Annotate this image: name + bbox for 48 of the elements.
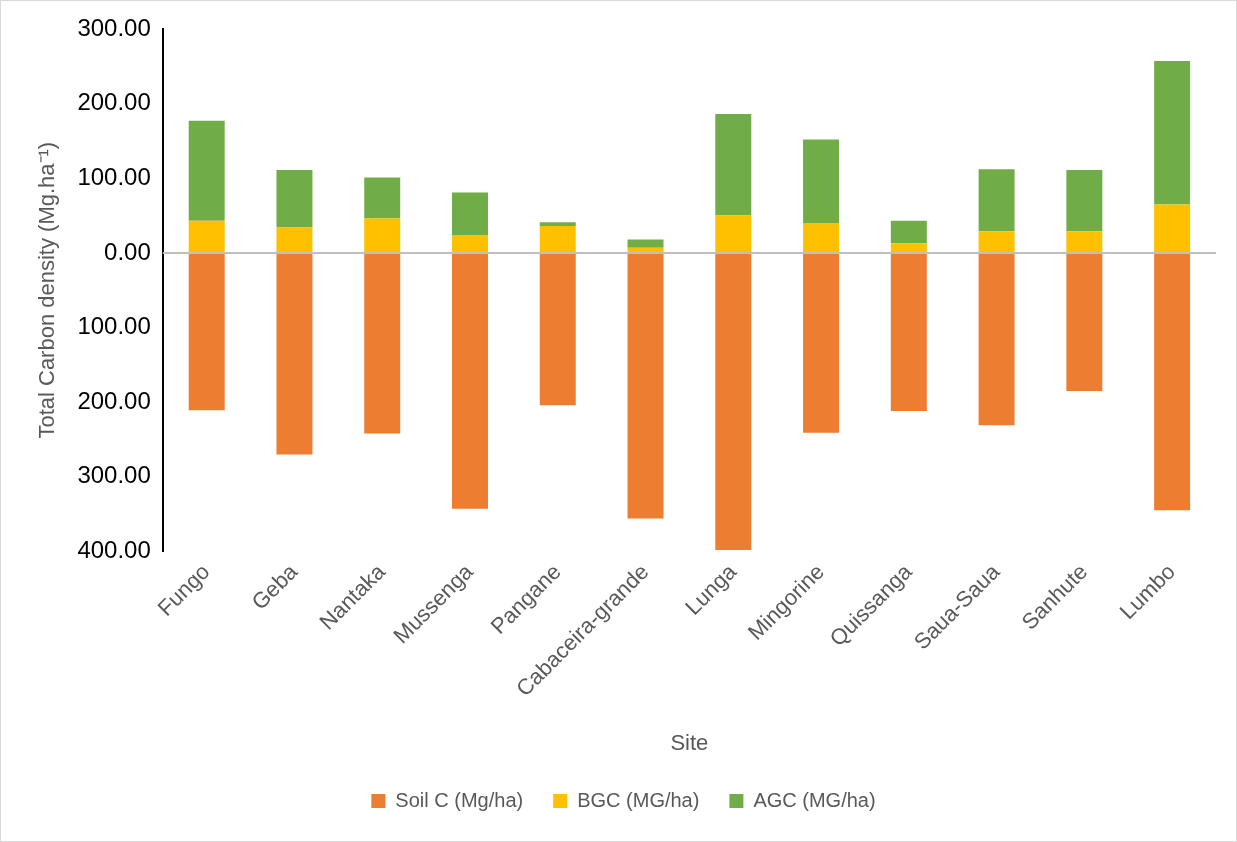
y-tick-label: 200.00 — [77, 88, 151, 116]
y-tick-label: 400.00 — [77, 536, 151, 564]
bar — [978, 169, 1015, 232]
legend-label: Soil C (Mg/ha) — [395, 788, 524, 811]
bar — [452, 192, 488, 235]
bar — [539, 226, 576, 253]
bar — [1154, 204, 1191, 253]
bar — [1154, 252, 1191, 511]
bar — [978, 252, 1015, 426]
bar — [803, 139, 840, 224]
y-tick-label: 200.00 — [77, 386, 151, 414]
legend-label: AGC (MG/ha) — [753, 788, 876, 811]
bar — [803, 223, 840, 253]
bar — [188, 252, 225, 411]
bar — [890, 243, 927, 253]
bar — [1066, 170, 1103, 232]
bar — [452, 234, 488, 253]
bar — [539, 222, 576, 227]
bar — [890, 252, 927, 412]
bar — [364, 177, 401, 219]
y-tick-label: 300.00 — [77, 461, 151, 489]
bar — [1066, 231, 1103, 253]
bar — [715, 252, 752, 550]
y-tick-label: 100.00 — [77, 312, 151, 340]
y-axis-title: Total Carbon density (Mg.ha⁻¹) — [34, 141, 60, 439]
y-tick-label: 0.00 — [104, 237, 151, 265]
bar — [715, 114, 752, 216]
bar — [627, 239, 664, 248]
legend-label: BGC (MG/ha) — [577, 788, 700, 811]
bar — [188, 220, 225, 253]
x-axis-title: Site — [670, 729, 709, 755]
bar — [276, 227, 313, 253]
bar — [715, 215, 752, 253]
y-tick-label: 100.00 — [77, 162, 151, 190]
bar — [364, 218, 401, 253]
bar — [890, 220, 927, 244]
bar — [452, 252, 488, 509]
bar — [803, 252, 840, 433]
bar — [1066, 252, 1103, 391]
bar — [1154, 61, 1191, 205]
bar — [627, 252, 664, 519]
bar — [978, 231, 1015, 253]
bar — [364, 252, 401, 434]
bar — [188, 120, 225, 221]
y-tick-label: 300.00 — [77, 13, 151, 41]
bar — [539, 252, 576, 406]
bar — [276, 252, 313, 455]
bar — [276, 170, 313, 228]
